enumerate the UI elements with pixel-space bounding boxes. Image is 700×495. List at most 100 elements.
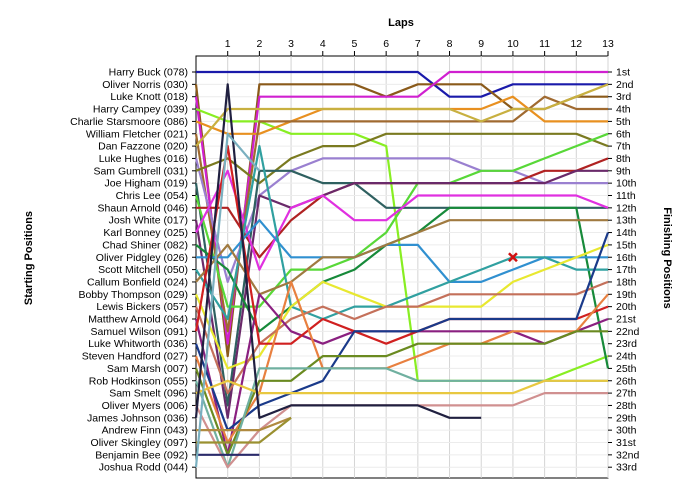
finishing-position-label: 12th bbox=[616, 202, 637, 214]
finishing-position-label: 8th bbox=[616, 153, 631, 165]
finishing-position-label: 13th bbox=[616, 215, 637, 227]
driver-label: Luke Hughes (016) bbox=[99, 153, 188, 165]
finishing-position-label: 28th bbox=[616, 400, 637, 412]
series-lines bbox=[194, 70, 610, 469]
driver-label: William Fletcher (021) bbox=[86, 128, 188, 140]
driver-label: Chris Lee (054) bbox=[116, 190, 188, 202]
x-axis-title: Laps bbox=[388, 17, 414, 29]
series-line bbox=[194, 232, 610, 432]
finishing-position-label: 4th bbox=[616, 104, 631, 116]
finishing-position-label: 6th bbox=[616, 128, 631, 140]
series-line bbox=[196, 416, 292, 432]
finishing-position-label: 30th bbox=[616, 425, 637, 437]
series-line bbox=[195, 132, 609, 185]
finishing-position-label: 20th bbox=[616, 301, 637, 313]
driver-label: Matthew Arnold (064) bbox=[88, 314, 188, 326]
driver-label: Samuel Wilson (091) bbox=[91, 326, 188, 338]
finishing-position-label: 29th bbox=[616, 412, 637, 424]
finishing-position-label: 18th bbox=[616, 276, 637, 288]
driver-label: Lewis Bickers (057) bbox=[96, 301, 188, 313]
finishing-position-label: 1st bbox=[616, 67, 630, 79]
driver-label: Joshua Rodd (044) bbox=[99, 462, 188, 474]
lap-tick-labels: 1 2 3 4 5 6 7 8 9 10 11 12 13 bbox=[225, 38, 614, 50]
driver-label: Oliver Norris (030) bbox=[102, 79, 188, 91]
finishing-position-label: 7th bbox=[616, 141, 631, 153]
series-line bbox=[194, 330, 608, 456]
lap-tick-label: 6 bbox=[383, 38, 389, 50]
driver-label: Rob Hodkinson (055) bbox=[89, 375, 188, 387]
series-line bbox=[196, 219, 608, 283]
series-line bbox=[194, 83, 482, 419]
driver-label: Harry Buck (078) bbox=[109, 67, 188, 79]
driver-label: Chad Shiner (082) bbox=[102, 239, 188, 251]
driver-label: Scott Mitchell (050) bbox=[98, 264, 188, 276]
driver-label: Luke Knott (018) bbox=[110, 91, 188, 103]
finishing-position-label: 25th bbox=[616, 363, 637, 375]
series-line bbox=[194, 367, 608, 469]
driver-label: Sam Gumbrell (031) bbox=[93, 165, 188, 177]
driver-label: Callum Bonfield (024) bbox=[87, 276, 188, 288]
markers bbox=[508, 252, 518, 263]
finishing-position-label: 23rd bbox=[616, 338, 637, 350]
driver-label: Bobby Thompson (029) bbox=[78, 289, 188, 301]
series-line bbox=[194, 280, 609, 395]
series-line bbox=[195, 83, 609, 147]
series-line bbox=[196, 70, 608, 98]
series-line bbox=[194, 280, 609, 444]
driver-label: James Johnson (036) bbox=[87, 412, 188, 424]
driver-label: Joe Higham (019) bbox=[105, 178, 188, 190]
finishing-position-label: 26th bbox=[616, 375, 637, 387]
finishing-position-label: 31st bbox=[616, 437, 636, 449]
driver-label: Andrew Finn (043) bbox=[102, 425, 188, 437]
finishing-position-label: 9th bbox=[616, 165, 631, 177]
series-line bbox=[194, 95, 608, 333]
finishing-position-label: 14th bbox=[616, 227, 637, 239]
driver-label: Shaun Arnold (046) bbox=[98, 202, 188, 214]
right-axis-title: Finishing Positions bbox=[661, 207, 673, 308]
finishing-position-label: 5th bbox=[616, 116, 631, 128]
lap-tick-label: 12 bbox=[570, 38, 582, 50]
finishing-position-label: 22nd bbox=[616, 326, 640, 338]
finishing-position-label: 10th bbox=[616, 178, 637, 190]
driver-label: Sam Marsh (007) bbox=[107, 363, 188, 375]
series-line bbox=[195, 145, 608, 321]
driver-label: Karl Bonney (025) bbox=[103, 227, 188, 239]
starting-position-labels: Harry Buck (078)Oliver Norris (030)Luke … bbox=[70, 67, 188, 474]
driver-label: Benjamin Bee (092) bbox=[95, 449, 188, 461]
left-axis-title: Starting Positions bbox=[23, 211, 35, 305]
lap-tick-label: 4 bbox=[320, 38, 326, 50]
driver-label: Steven Handford (027) bbox=[82, 351, 188, 363]
finishing-position-label: 16th bbox=[616, 252, 637, 264]
finishing-position-label: 27th bbox=[616, 388, 637, 400]
driver-label: Oliver Pidgley (026) bbox=[96, 252, 188, 264]
finishing-position-label: 33rd bbox=[616, 462, 637, 474]
finishing-position-label: 19th bbox=[616, 289, 637, 301]
driver-label: Sam Smelt (096) bbox=[109, 388, 188, 400]
driver-label: Dan Fazzone (020) bbox=[98, 141, 188, 153]
finishing-position-label: 11th bbox=[616, 190, 636, 202]
finishing-position-label: 17th bbox=[616, 264, 637, 276]
driver-label: Luke Whitworth (036) bbox=[88, 338, 188, 350]
finishing-position-label: 21st bbox=[616, 314, 636, 326]
driver-label: Charlie Starsmoore (086) bbox=[70, 116, 188, 128]
lap-tick-label: 7 bbox=[415, 38, 421, 50]
series-line bbox=[195, 219, 608, 296]
driver-label: Oliver Skingley (097) bbox=[91, 437, 188, 449]
finishing-position-labels: 1st2nd3rd4th5th6th7th8th9th10th11th12th1… bbox=[616, 67, 640, 474]
lap-tick-label: 3 bbox=[288, 38, 294, 50]
lap-tick-label: 11 bbox=[539, 38, 550, 50]
retirement-marker bbox=[508, 252, 518, 263]
driver-label: Harry Campey (039) bbox=[93, 104, 188, 116]
finishing-position-label: 32nd bbox=[616, 449, 640, 461]
series-line bbox=[194, 169, 608, 419]
lap-tick-label: 10 bbox=[507, 38, 519, 50]
finishing-position-label: 15th bbox=[616, 239, 637, 251]
series-line bbox=[196, 416, 292, 444]
lap-tick-label: 8 bbox=[447, 38, 453, 50]
finishing-position-label: 24th bbox=[616, 351, 637, 363]
series-line bbox=[194, 132, 261, 468]
lap-tick-label: 2 bbox=[256, 38, 262, 50]
finishing-position-label: 3rd bbox=[616, 91, 631, 103]
lap-tick-label: 13 bbox=[602, 38, 614, 50]
driver-label: Josh White (017) bbox=[109, 215, 188, 227]
